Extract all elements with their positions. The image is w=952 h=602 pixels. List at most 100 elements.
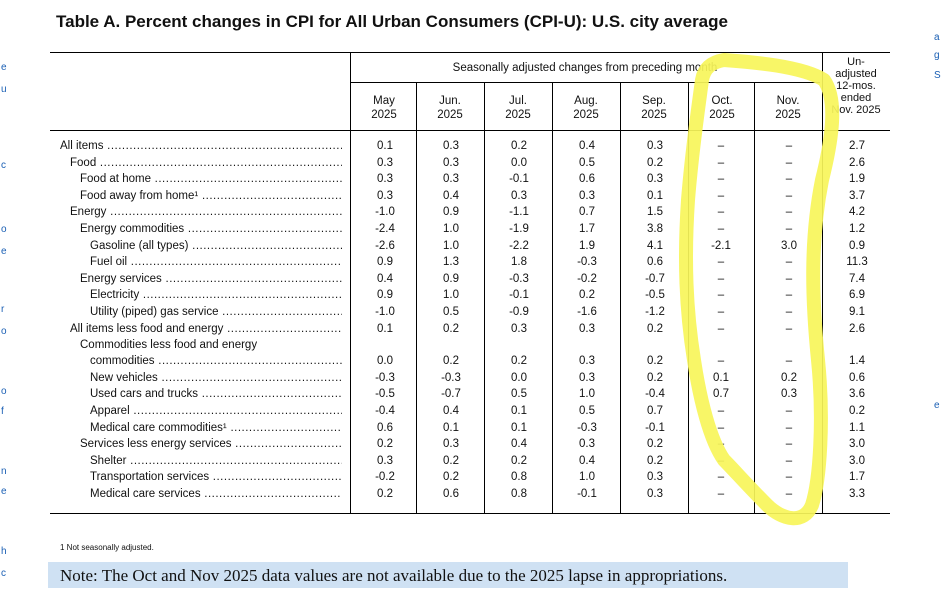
value-cell: 0.3	[647, 471, 663, 484]
value-cell: 0.2	[511, 355, 527, 368]
value-cell: -1.0	[375, 306, 395, 318]
value-cell: –	[785, 173, 793, 186]
value-cell: -0.5	[645, 289, 665, 302]
value-cell: –	[717, 223, 725, 235]
value-cell: 0.3	[377, 189, 393, 202]
row-label: All items ..............................…	[60, 140, 342, 152]
value-cell: 0.9	[443, 206, 459, 219]
value-cell: 3.0	[849, 438, 865, 451]
row-label: Utility (piped) gas service ............…	[90, 306, 342, 318]
value-cell: 1.9	[579, 239, 595, 252]
value-cell: -0.3	[375, 371, 395, 384]
value-cell: 3.0	[849, 454, 865, 467]
row-label-text: Food	[70, 156, 97, 169]
column-header: Jun. 2025	[420, 94, 480, 122]
value-cell: 3.8	[647, 223, 663, 235]
edge-glyph: S	[934, 70, 941, 81]
value-cell: 0.3	[443, 438, 459, 451]
column-header: Aug. 2025	[556, 94, 616, 122]
value-cell: –	[785, 206, 793, 219]
edge-glyph: n	[1, 466, 7, 477]
value-cell: -1.9	[509, 223, 529, 235]
value-cell: 9.1	[849, 306, 865, 318]
value-cell: -2.4	[375, 223, 395, 235]
value-cell: 0.3	[579, 189, 595, 202]
value-cell: 0.3	[647, 173, 663, 186]
row-label-text: Transportation services	[90, 471, 210, 484]
row-label: Food ...................................…	[70, 156, 342, 169]
column-year: 2025	[505, 109, 531, 121]
value-cell: 0.0	[377, 355, 393, 368]
value-cell: 0.2	[579, 289, 595, 302]
column-month: May	[373, 95, 395, 107]
column-month: Oct.	[711, 95, 733, 107]
value-cell: 0.1	[511, 421, 527, 434]
header-bottom-rule	[50, 130, 890, 131]
row-label: Apparel ................................…	[90, 405, 342, 417]
value-cell: 0.1	[511, 405, 527, 417]
value-cell: 0.5	[579, 405, 595, 417]
value-cell: –	[717, 189, 725, 202]
row-label: Used cars and trucks ...................…	[90, 388, 342, 401]
col-divider	[552, 82, 553, 514]
value-cell: 0.6	[579, 173, 595, 186]
value-cell: –	[785, 256, 793, 269]
row-label: Commodities less food and energy	[80, 339, 258, 352]
row-label-text: All items less food and energy	[70, 322, 224, 335]
value-cell: 0.9	[377, 289, 393, 302]
edge-glyph: c	[1, 160, 6, 171]
row-label-text: Food away from home¹	[80, 189, 199, 202]
row-label-text: Fuel oil	[90, 256, 128, 269]
value-cell: 3.0	[781, 239, 797, 252]
value-cell: 1.1	[849, 421, 865, 434]
row-label: Medical care services ..................…	[90, 488, 342, 500]
value-cell: -2.6	[375, 239, 395, 252]
value-cell: –	[785, 272, 793, 285]
row-label: Energy services ........................…	[80, 272, 342, 285]
value-cell: 0.0	[511, 371, 527, 384]
value-cell: –	[717, 438, 725, 451]
value-cell: 0.3	[443, 173, 459, 186]
edge-glyph: o	[1, 224, 7, 235]
header-line: ended	[840, 92, 872, 104]
value-cell: 0.7	[579, 206, 595, 219]
value-cell: –	[717, 173, 725, 186]
column-header: Jul. 2025	[488, 94, 548, 122]
row-label-text: All items	[60, 140, 104, 152]
value-cell: 0.3	[511, 322, 527, 335]
value-cell: 0.4	[443, 405, 459, 417]
edge-glyph: g	[934, 50, 940, 61]
value-cell: -0.1	[645, 421, 665, 434]
value-cell: 0.3	[781, 388, 797, 401]
value-cell: 0.2	[647, 371, 663, 384]
row-label-text: Used cars and trucks	[90, 388, 199, 401]
value-cell: -2.1	[711, 239, 731, 252]
table-bottom-rule	[50, 513, 890, 514]
value-cell: 0.6	[377, 421, 393, 434]
value-cell: -0.1	[577, 488, 597, 500]
value-cell: -0.7	[441, 388, 461, 401]
row-label-text: Energy services	[80, 272, 162, 285]
column-year: 2025	[775, 109, 801, 121]
value-cell: 1.0	[579, 471, 595, 484]
value-cell: 0.2	[781, 371, 797, 384]
value-cell: –	[785, 488, 793, 500]
group-header-label: Seasonally adjusted changes from precedi…	[452, 62, 718, 74]
value-cell: 0.3	[579, 322, 595, 335]
value-cell: 1.0	[579, 388, 595, 401]
value-cell: 0.2	[377, 438, 393, 451]
value-cell: 0.3	[443, 156, 459, 169]
col-divider	[754, 82, 755, 514]
value-cell: 0.2	[443, 454, 459, 467]
value-cell: 0.1	[713, 371, 729, 384]
value-cell: 0.2	[443, 471, 459, 484]
col-divider	[350, 52, 351, 514]
edge-glyph: o	[1, 326, 7, 337]
value-cell: 11.3	[846, 256, 868, 269]
value-cell: 0.6	[443, 488, 459, 500]
value-cell: 0.9	[443, 272, 459, 285]
value-cell: 0.9	[849, 239, 865, 252]
value-cell: 3.7	[849, 189, 865, 202]
value-cell: 2.6	[849, 322, 865, 335]
col-divider	[484, 82, 485, 514]
